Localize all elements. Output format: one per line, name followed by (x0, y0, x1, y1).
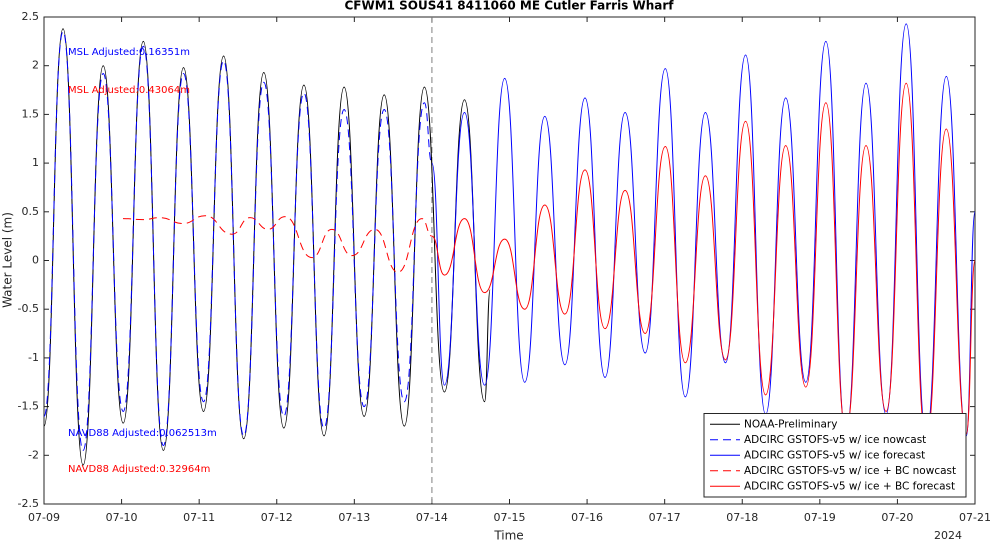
x-year-label: 2024 (934, 529, 962, 541)
y-tick-label: -2 (28, 448, 39, 461)
x-tick-label: 07-17 (649, 511, 681, 524)
y-tick-label: -1 (28, 351, 39, 364)
x-tick-label: 07-10 (106, 511, 138, 524)
y-tick-label: 0.5 (22, 205, 40, 218)
x-tick-label: 07-13 (338, 511, 370, 524)
series-line (431, 82, 976, 442)
x-tick-label: 07-18 (726, 511, 758, 524)
y-tick-label: 1.5 (22, 107, 40, 120)
x-tick-label: 07-14 (416, 511, 448, 524)
legend-label: NOAA-Preliminary (744, 418, 837, 430)
y-tick-label: 1 (32, 156, 39, 169)
chart-title: CFWM1 SOUS41 8411060 ME Cutler Farris Wh… (344, 0, 674, 13)
annotation: NAVD88 Adjusted:0.32964m (68, 464, 210, 475)
legend-label: ADCIRC GSTOFS-v5 w/ ice forecast (744, 449, 925, 461)
x-tick-label: 07-11 (183, 511, 215, 524)
series-line (431, 23, 976, 437)
legend-label: ADCIRC GSTOFS-v5 w/ ice + BC nowcast (744, 465, 956, 477)
y-axis-label: Water Level (m) (1, 212, 15, 308)
legend-box (703, 413, 967, 498)
x-tick-label: 07-16 (571, 511, 603, 524)
x-tick-label: 07-12 (261, 511, 293, 524)
legend-label: ADCIRC GSTOFS-v5 w/ ice nowcast (744, 434, 926, 446)
y-tick-label: 0 (32, 254, 39, 267)
annotation: MSL Adjusted:0.43064m (68, 85, 190, 96)
x-tick-label: 07-21 (959, 511, 991, 524)
x-tick-label: 07-20 (881, 511, 913, 524)
y-tick-label: -0.5 (18, 302, 39, 315)
x-tick-label: 07-15 (494, 511, 526, 524)
y-tick-label: -2.5 (18, 497, 39, 510)
y-tick-label: -1.5 (18, 400, 39, 413)
legend-label: ADCIRC GSTOFS-v5 w/ ice + BC forecast (744, 480, 955, 492)
x-axis-label: Time (493, 529, 523, 541)
x-tick-label: 07-09 (28, 511, 60, 524)
series-line (43, 28, 491, 466)
annotation: NAVD88 Adjusted:0.062513m (68, 428, 217, 439)
series-line (122, 215, 433, 273)
y-tick-label: 2.5 (22, 10, 40, 23)
y-tick-label: 2 (32, 59, 39, 72)
x-tick-label: 07-19 (804, 511, 836, 524)
annotation: MSL Adjusted:0.16351m (68, 47, 190, 58)
